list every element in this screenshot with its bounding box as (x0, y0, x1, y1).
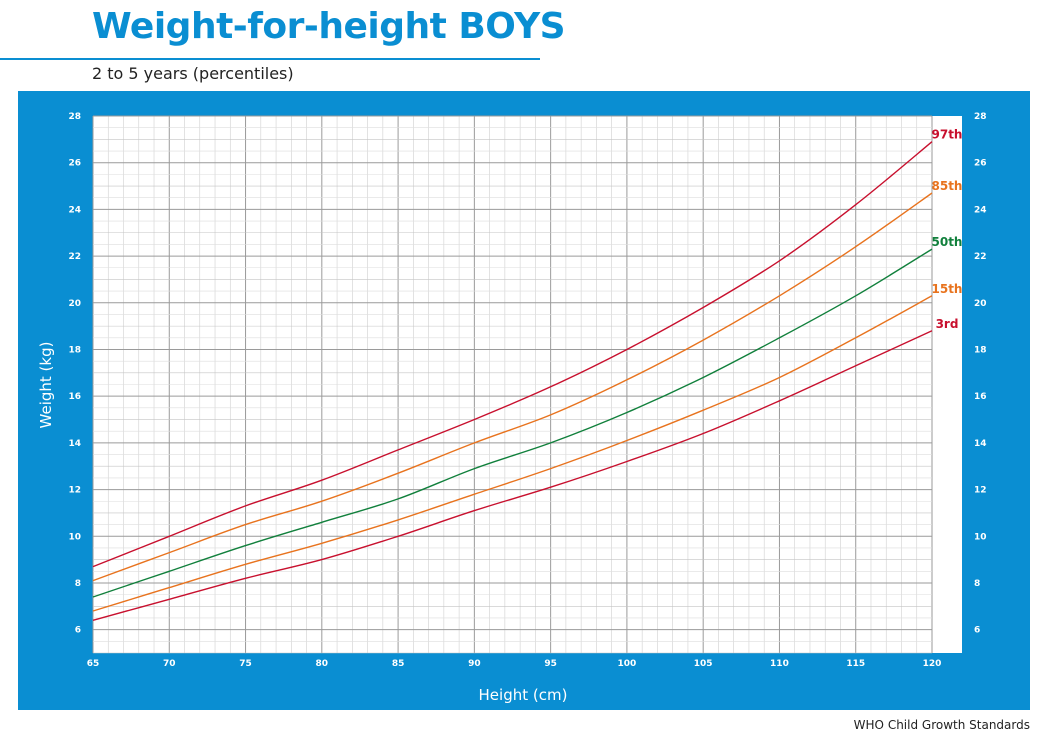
tick-labels: 65 70 75 80 85 90 95 100 105 110 115 120 6 6 8 8 10 10 12 1… (68, 112, 986, 669)
y-axis-label: Weight (kg) (37, 342, 55, 429)
y-tick-label-left: 8 (75, 579, 81, 589)
chart-panel: 65 70 75 80 85 90 95 100 105 110 115 120 6 6 8 8 10 10 12 1… (18, 91, 1030, 710)
x-tick-label: 70 (163, 659, 176, 669)
y-tick-label-left: 12 (68, 486, 81, 496)
page-title: Weight-for-height BOYS (92, 6, 566, 47)
series-labels: 97th 85th 50th 15th 3rd (932, 128, 963, 331)
y-tick-label-left: 22 (68, 252, 81, 262)
x-axis-label: Height (cm) (479, 686, 568, 704)
x-tick-label: 80 (316, 659, 329, 669)
y-tick-label-left: 20 (68, 299, 81, 309)
growth-chart: 65 70 75 80 85 90 95 100 105 110 115 120 6 6 8 8 10 10 12 1… (37, 112, 987, 704)
x-tick-label: 115 (846, 659, 865, 669)
source-note: WHO Child Growth Standards (853, 718, 1030, 732)
series-label-97th: 97th (932, 128, 963, 142)
x-tick-label: 65 (87, 659, 100, 669)
series-line-3rd (92, 330, 933, 621)
y-tick-label-right: 28 (974, 112, 987, 122)
y-tick-label-right: 26 (974, 159, 987, 169)
y-tick-label-right: 8 (974, 579, 980, 589)
x-tick-label: 75 (239, 659, 252, 669)
y-tick-label-left: 18 (68, 345, 81, 355)
y-tick-label-right: 18 (974, 345, 987, 355)
series-label-3rd: 3rd (936, 317, 959, 331)
series-line-15th (92, 295, 933, 612)
title-divider (0, 58, 540, 60)
x-tick-label: 90 (468, 659, 481, 669)
series-label-50th: 50th (932, 235, 963, 249)
x-tick-label: 95 (544, 659, 557, 669)
y-tick-label-right: 14 (974, 439, 987, 449)
y-tick-label-right: 10 (974, 532, 987, 542)
x-tick-label: 100 (618, 659, 637, 669)
y-tick-label-right: 12 (974, 486, 987, 496)
x-tick-label: 120 (923, 659, 942, 669)
series-line-50th (92, 248, 933, 598)
series-line-97th (92, 141, 933, 568)
y-tick-label-left: 26 (68, 159, 81, 169)
y-tick-label-left: 6 (75, 626, 81, 636)
y-tick-label-left: 28 (68, 112, 81, 122)
grid (92, 115, 933, 654)
x-tick-label: 105 (694, 659, 713, 669)
x-tick-label: 110 (770, 659, 789, 669)
series-lines (92, 141, 933, 621)
series-label-85th: 85th (932, 179, 963, 193)
y-tick-label-right: 20 (974, 299, 987, 309)
y-tick-label-right: 22 (974, 252, 987, 262)
y-tick-label-left: 24 (68, 205, 81, 215)
y-tick-label-left: 14 (68, 439, 81, 449)
page-subtitle: 2 to 5 years (percentiles) (92, 64, 294, 83)
series-label-15th: 15th (932, 282, 963, 296)
y-tick-label-right: 24 (974, 205, 987, 215)
x-tick-label: 85 (392, 659, 405, 669)
y-tick-label-left: 10 (68, 532, 81, 542)
y-tick-label-left: 16 (68, 392, 81, 402)
series-line-85th (92, 192, 933, 582)
y-tick-label-right: 6 (974, 626, 980, 636)
y-tick-label-right: 16 (974, 392, 987, 402)
